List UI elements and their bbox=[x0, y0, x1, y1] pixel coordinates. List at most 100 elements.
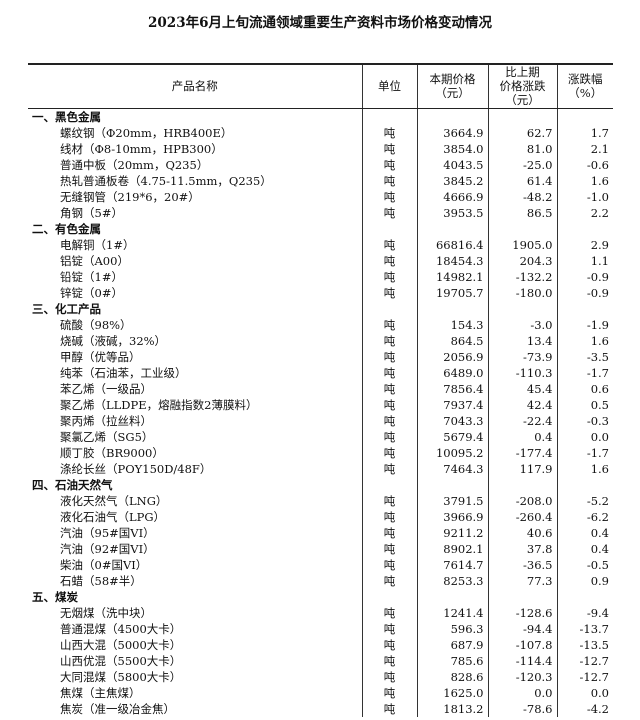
change-percent: 2.1 bbox=[556, 140, 613, 157]
price-change: -48.2 bbox=[487, 188, 557, 205]
product-name: 苯乙烯（一级品） bbox=[60, 381, 152, 396]
change-percent: -9.4 bbox=[556, 604, 613, 621]
current-price: 4666.9 bbox=[416, 188, 488, 205]
current-price: 154.3 bbox=[416, 316, 488, 333]
change-percent: 0.0 bbox=[556, 428, 613, 445]
table-row: 涤纶长丝（POY150D/48F） 吨 7464.3 117.9 1.6 bbox=[28, 460, 613, 477]
price-change: 37.8 bbox=[487, 540, 557, 557]
table-row: 螺纹钢（Φ20mm，HRB400E） 吨 3664.9 62.7 1.7 bbox=[28, 124, 613, 141]
change-percent: -1.9 bbox=[556, 316, 613, 333]
header-pct-line: （%） bbox=[568, 86, 603, 101]
current-price: 18454.3 bbox=[416, 252, 488, 269]
change-percent: -0.5 bbox=[556, 556, 613, 573]
current-price: 828.6 bbox=[416, 668, 488, 685]
page-title: 2023年6月上旬流通领域重要生产资料市场价格变动情况 bbox=[148, 15, 492, 31]
table-row: 纯苯（石油苯，工业级） 吨 6489.0 -110.3 -1.7 bbox=[28, 364, 613, 381]
unit: 吨 bbox=[361, 604, 417, 621]
section-row: 四、石油天然气 bbox=[28, 476, 613, 493]
header-name: 产品名称 bbox=[28, 63, 362, 109]
empty-cell bbox=[487, 108, 557, 125]
change-percent: -1.7 bbox=[556, 364, 613, 381]
change-percent: -6.2 bbox=[556, 508, 613, 525]
table-row: 柴油（0#国VI） 吨 7614.7 -36.5 -0.5 bbox=[28, 556, 613, 573]
change-percent: 2.2 bbox=[556, 204, 613, 221]
unit: 吨 bbox=[361, 396, 417, 413]
change-percent: 2.9 bbox=[556, 236, 613, 253]
table-row: 苯乙烯（一级品） 吨 7856.4 45.4 0.6 bbox=[28, 380, 613, 397]
empty-cell bbox=[556, 476, 613, 493]
header-change: 比上期 价格涨跌 （元） bbox=[487, 63, 557, 109]
header-price-line: 本期价格 bbox=[429, 72, 476, 87]
product-name: 聚乙烯（LLDPE，熔融指数2薄膜料） bbox=[60, 397, 258, 412]
product-name: 柴油（0#国VI） bbox=[60, 557, 148, 572]
empty-cell bbox=[487, 476, 557, 493]
section-title: 二、有色金属 bbox=[32, 221, 101, 236]
unit: 吨 bbox=[361, 236, 417, 253]
price-change: -208.0 bbox=[487, 492, 557, 509]
change-percent: -13.7 bbox=[556, 620, 613, 637]
product-name: 电解铜（1#） bbox=[60, 237, 135, 252]
product-name: 山西大混（5000大卡） bbox=[60, 637, 182, 652]
section-row: 三、化工产品 bbox=[28, 300, 613, 317]
current-price: 3845.2 bbox=[416, 172, 488, 189]
product-name: 热轧普通板卷（4.75-11.5mm，Q235） bbox=[60, 173, 272, 188]
header-price: 本期价格 （元） bbox=[416, 63, 488, 109]
product-name: 汽油（95#国VI） bbox=[60, 525, 155, 540]
price-change: -260.4 bbox=[487, 508, 557, 525]
empty-cell bbox=[556, 220, 613, 237]
current-price: 1625.0 bbox=[416, 684, 488, 701]
product-name: 铝锭（A00） bbox=[60, 253, 129, 268]
price-change: -114.4 bbox=[487, 652, 557, 669]
current-price: 5679.4 bbox=[416, 428, 488, 445]
header-change-line: 价格涨跌 bbox=[499, 79, 546, 94]
table-row: 电解铜（1#） 吨 66816.4 1905.0 2.9 bbox=[28, 236, 613, 253]
product-name: 烧碱（液碱，32%） bbox=[60, 333, 167, 348]
price-change: -120.3 bbox=[487, 668, 557, 685]
product-name: 螺纹钢（Φ20mm，HRB400E） bbox=[60, 125, 233, 140]
current-price: 14982.1 bbox=[416, 268, 488, 285]
current-price: 7614.7 bbox=[416, 556, 488, 573]
price-change: 45.4 bbox=[487, 380, 557, 397]
product-name: 甲醇（优等品） bbox=[60, 349, 141, 364]
change-percent: -5.2 bbox=[556, 492, 613, 509]
current-price: 687.9 bbox=[416, 636, 488, 653]
section-title: 五、煤炭 bbox=[32, 589, 78, 604]
header-change-line: （元） bbox=[505, 93, 540, 108]
table-row: 烧碱（液碱，32%） 吨 864.5 13.4 1.6 bbox=[28, 332, 613, 349]
current-price: 3664.9 bbox=[416, 124, 488, 141]
price-change: 77.3 bbox=[487, 572, 557, 589]
current-price: 10095.2 bbox=[416, 444, 488, 461]
price-change: -128.6 bbox=[487, 604, 557, 621]
table-row: 液化天然气（LNG） 吨 3791.5 -208.0 -5.2 bbox=[28, 492, 613, 509]
current-price: 2056.9 bbox=[416, 348, 488, 365]
empty-cell bbox=[487, 220, 557, 237]
table-row: 角钢（5#） 吨 3953.5 86.5 2.2 bbox=[28, 204, 613, 221]
price-change: 42.4 bbox=[487, 396, 557, 413]
table-row: 山西大混（5000大卡） 吨 687.9 -107.8 -13.5 bbox=[28, 636, 613, 653]
unit: 吨 bbox=[361, 252, 417, 269]
table-row: 线材（Φ8-10mm，HPB300） 吨 3854.0 81.0 2.1 bbox=[28, 140, 613, 157]
unit: 吨 bbox=[361, 380, 417, 397]
change-percent: -0.9 bbox=[556, 284, 613, 301]
price-change: 81.0 bbox=[487, 140, 557, 157]
current-price: 7464.3 bbox=[416, 460, 488, 477]
empty-cell bbox=[416, 220, 488, 237]
change-percent: 0.5 bbox=[556, 396, 613, 413]
unit: 吨 bbox=[361, 556, 417, 573]
price-change: -73.9 bbox=[487, 348, 557, 365]
table-row: 锌锭（0#） 吨 19705.7 -180.0 -0.9 bbox=[28, 284, 613, 301]
price-change: 1905.0 bbox=[487, 236, 557, 253]
unit: 吨 bbox=[361, 700, 417, 717]
unit: 吨 bbox=[361, 460, 417, 477]
table-row: 汽油（95#国VI） 吨 9211.2 40.6 0.4 bbox=[28, 524, 613, 541]
price-change: -3.0 bbox=[487, 316, 557, 333]
table-row: 铝锭（A00） 吨 18454.3 204.3 1.1 bbox=[28, 252, 613, 269]
table-row: 热轧普通板卷（4.75-11.5mm，Q235） 吨 3845.2 61.4 1.6 bbox=[28, 172, 613, 189]
price-change: -78.6 bbox=[487, 700, 557, 717]
unit: 吨 bbox=[361, 188, 417, 205]
empty-cell bbox=[361, 588, 417, 605]
current-price: 1241.4 bbox=[416, 604, 488, 621]
change-percent: -12.7 bbox=[556, 652, 613, 669]
empty-cell bbox=[361, 108, 417, 125]
product-name: 无烟煤（洗中块） bbox=[60, 605, 152, 620]
